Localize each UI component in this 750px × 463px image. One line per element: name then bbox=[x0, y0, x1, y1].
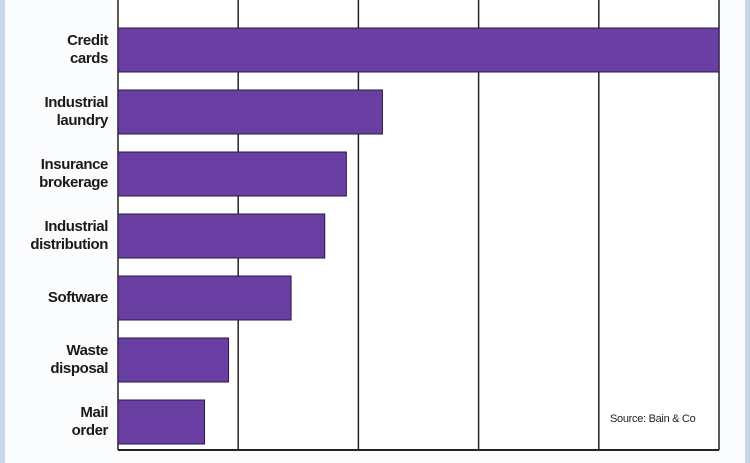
bar bbox=[117, 27, 720, 73]
category-label: Waste disposal bbox=[50, 342, 108, 377]
category-label: Credit cards bbox=[67, 32, 108, 67]
category-label: Industrial laundry bbox=[44, 94, 108, 129]
category-label: Insurance brokerage bbox=[39, 156, 108, 191]
bar bbox=[117, 89, 383, 135]
category-label: Software bbox=[47, 289, 109, 306]
bar bbox=[117, 213, 326, 259]
bar bbox=[117, 337, 230, 383]
source-note: Source: Bain & Co bbox=[610, 413, 696, 425]
bar bbox=[117, 151, 347, 197]
bar bbox=[117, 399, 206, 445]
bar bbox=[117, 275, 292, 321]
category-label: Mail order bbox=[71, 404, 109, 439]
category-label: Industrial distribution bbox=[30, 218, 108, 253]
